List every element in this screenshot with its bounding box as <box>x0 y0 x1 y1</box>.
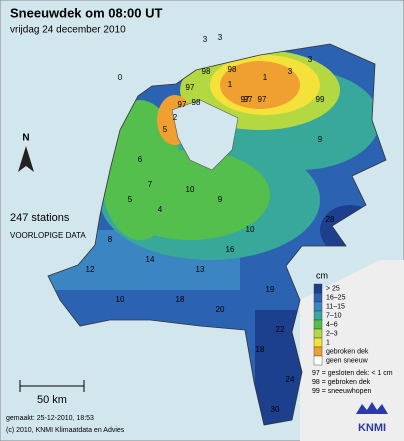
station-value: 8 <box>108 235 113 244</box>
legend-swatch <box>313 319 323 330</box>
subtitle: vrijdag 24 december 2010 <box>10 25 126 36</box>
station-value: 9 <box>318 135 323 144</box>
legend-label: > 25 <box>326 285 340 292</box>
made-date: gemaakt: 25-12-2010, 18:53 <box>6 415 94 422</box>
legend-note: 98 = gebroken dek <box>312 379 371 386</box>
legend-label: 16–25 <box>326 294 346 301</box>
station-value: 3 <box>288 67 293 76</box>
station-value: 3 <box>203 35 208 44</box>
station-value: 7 <box>148 180 153 189</box>
station-value: 16 <box>226 245 235 254</box>
legend-unit: cm <box>316 270 328 280</box>
station-value: 4 <box>158 205 163 214</box>
station-value: 18 <box>176 295 185 304</box>
station-value: 14 <box>146 255 155 264</box>
legend-swatch <box>313 346 323 357</box>
station-value: 10 <box>246 225 255 234</box>
station-value: 1 <box>228 80 233 89</box>
station-value: 97 <box>178 100 187 109</box>
station-value: 3 <box>308 55 313 64</box>
north-label: N <box>22 133 29 144</box>
legend-label: 11–15 <box>326 303 345 310</box>
station-value: 97 <box>186 83 195 92</box>
station-value: 22 <box>276 325 285 334</box>
legend-swatch <box>313 301 323 312</box>
legend-label: 4–6 <box>326 321 338 328</box>
station-value: 20 <box>216 305 225 314</box>
legend-swatch <box>313 292 323 303</box>
station-value: 18 <box>256 345 265 354</box>
station-value: 5 <box>128 195 133 204</box>
station-value: 12 <box>86 265 95 274</box>
legend-label: geen sneeuw <box>326 357 369 364</box>
station-value: 30 <box>271 405 280 414</box>
station-value: 28 <box>326 215 335 224</box>
station-value: 97 <box>244 95 253 104</box>
station-count: 247 stations <box>10 212 70 224</box>
scale-label: 50 km <box>37 394 67 406</box>
station-value: 97 <box>258 95 267 104</box>
legend-swatch <box>313 283 323 294</box>
ijsselmeer <box>171 99 239 171</box>
logo: KNMI <box>358 422 386 434</box>
legend-label: 7–10 <box>326 312 342 319</box>
legend-swatch <box>313 337 323 348</box>
legend-note: 99 = sneeuwhopen <box>312 388 371 395</box>
neighbour-land <box>300 260 404 441</box>
legend-swatch <box>313 328 323 339</box>
title: Sneeuwdek om 08:00 UT <box>10 5 162 20</box>
legend-note: 97 = gesloten dek: < 1 cm <box>312 370 393 377</box>
station-value: 97 <box>241 95 250 104</box>
station-value: 98 <box>228 65 237 74</box>
station-value: 10 <box>186 185 195 194</box>
station-value: 9 <box>218 195 223 204</box>
copyright: (c) 2010, KNMI Klimaatdata en Advies <box>6 427 125 434</box>
legend-swatch <box>313 355 323 366</box>
station-value: 5 <box>163 125 168 134</box>
north-arrow <box>18 146 34 172</box>
border <box>47 43 387 426</box>
logo-crown <box>356 402 388 414</box>
legend-swatch <box>313 310 323 321</box>
station-value: 3 <box>218 33 223 42</box>
station-value: 6 <box>138 155 143 164</box>
legend-label: 2–3 <box>326 330 338 337</box>
station-value: 19 <box>266 285 275 294</box>
data-status: VOORLOPIGE DATA <box>10 231 86 240</box>
station-value: 13 <box>196 265 205 274</box>
station-value: 2 <box>173 113 178 122</box>
station-value: 98 <box>202 67 211 76</box>
station-value: 10 <box>116 295 125 304</box>
station-value: 99 <box>316 95 325 104</box>
legend-label: gebroken dek <box>326 348 369 355</box>
legend-label: 1 <box>326 339 330 346</box>
station-value: 24 <box>286 375 295 384</box>
legend: cm > 25 16–25 11–15 7–10 4–6 2–3 1 gebroken dek g… <box>312 270 393 394</box>
station-value: 0 <box>118 73 123 82</box>
station-value: 1 <box>263 73 268 82</box>
station-value: 98 <box>192 98 201 107</box>
